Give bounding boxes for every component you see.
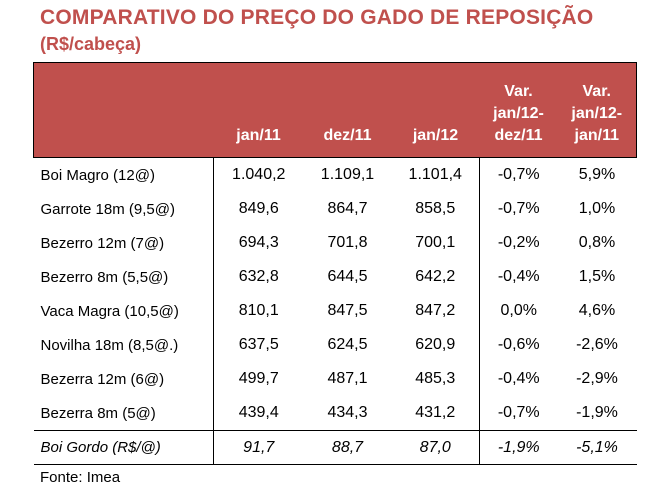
document-title: COMPARATIVO DO PREÇO DO GADO DE REPOSIÇÃ…	[40, 6, 594, 29]
table-row: Vaca Magra (10,5@) 810,1 847,5 847,2 0,0…	[34, 294, 637, 328]
table-row: Bezerro 8m (5,5@) 632,8 644,5 642,2 -0,4…	[34, 260, 637, 294]
cell-jan12: 858,5	[415, 200, 456, 217]
header-cell-dez11: dez/11	[303, 62, 392, 158]
cell-var-jan11: 1,0%	[578, 200, 616, 217]
total-cell-jan11: 91,7	[213, 430, 304, 465]
table-row: Bezerra 12m (6@) 499,7 487,1 485,3 -0,4%…	[34, 362, 637, 396]
price-comparison-table: jan/11 dez/11 jan/12 Var. jan/12- dez/11…	[33, 62, 637, 465]
cell-var-jan11: -2,6%	[576, 336, 618, 353]
cell-dez11: 624,5	[327, 336, 368, 353]
source-note: Fonte: Imea	[40, 469, 121, 486]
cell-jan12: 620,9	[415, 336, 456, 353]
total-row-label: Boi Gordo (R$/@)	[33, 430, 214, 465]
total-row: Boi Gordo (R$/@) 91,7 88,7 87,0 -1,9% -5…	[33, 430, 637, 465]
cell-dez11: 1.109,1	[320, 166, 375, 183]
header-cell-category	[33, 62, 214, 158]
total-cell-var-dez11: -1,9%	[479, 430, 558, 465]
cell-var-dez11: -0,7%	[479, 192, 558, 226]
cell-var-dez11: -0,7%	[479, 396, 558, 431]
cell-dez11: 487,1	[327, 370, 368, 387]
row-label: Bezerro 8m (5,5@)	[40, 268, 169, 286]
total-cell-var-jan11: -5,1%	[557, 430, 637, 465]
cell-dez11: 847,5	[327, 302, 368, 319]
document-subtitle: (R$/cabeça)	[40, 34, 142, 54]
table-row: Bezerro 12m (7@) 694,3 701,8 700,1 -0,2%…	[34, 226, 637, 260]
cell-dez11: 701,8	[327, 234, 368, 251]
header-cell-jan11: jan/11	[213, 62, 304, 158]
cell-jan12: 642,2	[415, 268, 456, 285]
cell-var-jan11: -2,9%	[576, 370, 618, 387]
cell-var-dez11: -0,6%	[479, 328, 558, 362]
cell-jan11: 1.040,2	[213, 157, 304, 192]
cell-dez11: 644,5	[327, 268, 368, 285]
row-label: Bezerro 12m (7@)	[40, 234, 165, 252]
row-label: Bezerra 8m (5@)	[33, 396, 214, 431]
header-cell-jan12: jan/12	[391, 62, 480, 158]
header-cell-var-jan11: Var. jan/12- jan/11	[557, 62, 637, 158]
cell-jan11: 439,4	[213, 396, 304, 431]
cell-jan12: 485,3	[415, 370, 456, 387]
cell-var-jan11: 1,5%	[578, 268, 616, 285]
table-header-row: jan/11 dez/11 jan/12 Var. jan/12- dez/11…	[33, 62, 637, 158]
row-label: Garrote 18m (9,5@)	[40, 200, 175, 218]
table-row: Garrote 18m (9,5@) 849,6 864,7 858,5 -0,…	[34, 192, 637, 226]
row-label: Vaca Magra (10,5@)	[40, 302, 179, 320]
table-row: Boi Magro (12@) 1.040,2 1.109,1 1.101,4 …	[34, 157, 637, 192]
cell-var-dez11: -0,7%	[479, 157, 558, 192]
cell-jan11: 810,1	[213, 294, 304, 328]
table-row: Bezerra 8m (5@) 439,4 434,3 431,2 -0,7% …	[33, 396, 637, 431]
cell-var-jan11: 5,9%	[578, 166, 616, 183]
row-label: Boi Magro (12@)	[40, 166, 155, 184]
table-row: Novilha 18m (8,5@.) 637,5 624,5 620,9 -0…	[34, 328, 637, 362]
total-cell-dez11: 88,7	[303, 430, 392, 465]
cell-jan11: 694,3	[213, 226, 304, 260]
cell-var-jan11: 0,8%	[578, 234, 616, 251]
cell-var-dez11: -0,4%	[479, 362, 558, 396]
row-label: Bezerra 12m (6@)	[40, 370, 165, 388]
cell-jan11: 637,5	[213, 328, 304, 362]
cell-var-jan11: -1,9%	[557, 396, 637, 431]
cell-var-jan11: 4,6%	[578, 302, 616, 319]
cell-jan11: 499,7	[213, 362, 304, 396]
cell-var-dez11: -0,2%	[479, 226, 558, 260]
cell-jan12: 431,2	[391, 396, 480, 431]
header-cell-var-dez11: Var. jan/12- dez/11	[479, 62, 558, 158]
row-label: Novilha 18m (8,5@.)	[40, 336, 179, 354]
total-cell-jan12: 87,0	[391, 430, 480, 465]
cell-dez11: 434,3	[303, 396, 392, 431]
cell-var-dez11: 0,0%	[479, 294, 558, 328]
cell-jan11: 849,6	[213, 192, 304, 226]
cell-jan11: 632,8	[213, 260, 304, 294]
cell-jan12: 1.101,4	[408, 166, 462, 183]
cell-dez11: 864,7	[327, 200, 368, 217]
cell-jan12: 700,1	[415, 234, 456, 251]
cell-jan12: 847,2	[415, 302, 456, 319]
cell-var-dez11: -0,4%	[479, 260, 558, 294]
